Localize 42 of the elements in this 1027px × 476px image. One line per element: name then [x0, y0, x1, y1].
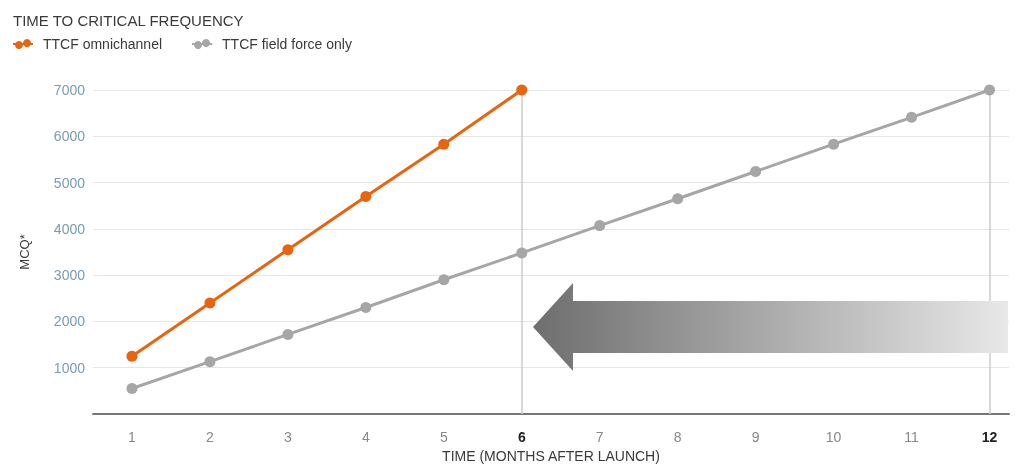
point [828, 138, 840, 150]
x-tick-label: 10 [825, 429, 842, 445]
point [360, 190, 372, 202]
point [126, 383, 138, 395]
point [906, 111, 918, 123]
point [984, 84, 996, 96]
point [516, 84, 528, 96]
x-tick-label: 8 [673, 429, 682, 445]
point [360, 302, 372, 314]
y-tick-label: 4000 [53, 220, 86, 237]
point [750, 165, 762, 177]
point [204, 297, 216, 309]
x-axis-title: TIME (MONTHS AFTER LAUNCH) [442, 448, 660, 464]
y-axis-title: MCQ* [17, 234, 32, 270]
point [282, 244, 294, 256]
x-tick-label: 3 [284, 429, 292, 445]
x-tick-label: 12 [981, 429, 998, 445]
point [438, 138, 450, 150]
point [594, 220, 606, 232]
point [126, 350, 138, 362]
point [672, 193, 684, 205]
y-tick-label: 5000 [53, 174, 86, 191]
y-tick-label: 3000 [53, 267, 86, 284]
point [282, 328, 294, 340]
y-tick-label: 2000 [53, 313, 86, 330]
x-tick-label: 6 [517, 429, 526, 445]
y-tick-label: 1000 [53, 359, 86, 376]
chart-title: TIME TO CRITICAL FREQUENCY [13, 12, 244, 29]
x-tick-label: 11 [904, 429, 920, 445]
x-tick-label: 9 [751, 429, 760, 445]
point [516, 247, 528, 259]
y-tick-label: 6000 [53, 128, 86, 145]
x-tick-label: 7 [595, 429, 604, 445]
legend-label: TTCF omnichannel [43, 36, 163, 52]
point [204, 356, 216, 368]
x-tick-label: 4 [361, 429, 370, 445]
x-tick-label: 1 [128, 429, 137, 445]
x-tick-label: 2 [206, 429, 215, 445]
y-tick-label: 7000 [53, 82, 86, 98]
point [438, 274, 450, 286]
legend-label: TTCF field force only [222, 36, 352, 52]
x-tick-label: 5 [439, 429, 448, 445]
